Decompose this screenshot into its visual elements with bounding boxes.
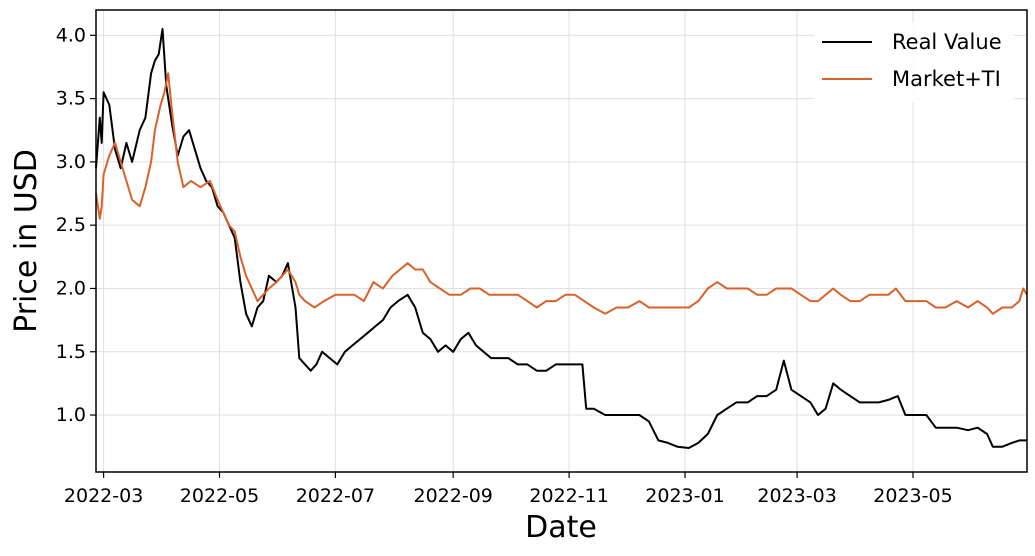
- series-layer: [95, 28, 1028, 449]
- legend-box: [814, 22, 1014, 102]
- x-tick-label: 2023-01: [645, 485, 724, 507]
- x-tick-label: 2022-03: [64, 485, 143, 507]
- y-tick-label: 4.0: [56, 24, 86, 46]
- x-tick-label: 2022-05: [180, 485, 259, 507]
- legend-label-real-value: Real Value: [892, 30, 1002, 54]
- legend-label-market-ti: Market+TI: [892, 67, 1001, 91]
- x-tick-label: 2023-05: [873, 485, 952, 507]
- y-axis-title: Price in USD: [9, 149, 44, 333]
- axis-ticks: 1.0 1.5 2.0 2.5 3.0 3.5 4.0 2022-03 2022-05 2022-…: [56, 24, 953, 507]
- series-line-market-ti: [95, 72, 1028, 315]
- series-line-real-value: [95, 28, 1027, 449]
- x-axis-title: Date: [525, 510, 597, 545]
- x-tick-label: 2023-03: [757, 485, 836, 507]
- y-tick-label: 1.0: [56, 404, 86, 426]
- x-tick-label: 2022-07: [296, 485, 375, 507]
- x-tick-label: 2022-11: [529, 485, 608, 507]
- y-tick-label: 2.5: [56, 214, 86, 236]
- x-tick-label: 2022-09: [414, 485, 493, 507]
- y-tick-label: 1.5: [56, 341, 86, 363]
- y-tick-label: 3.5: [56, 88, 86, 110]
- legend: Real Value Market+TI: [814, 22, 1014, 102]
- y-tick-label: 3.0: [56, 151, 86, 173]
- plot-frame: [95, 9, 1028, 473]
- y-tick-label: 2.0: [56, 277, 86, 299]
